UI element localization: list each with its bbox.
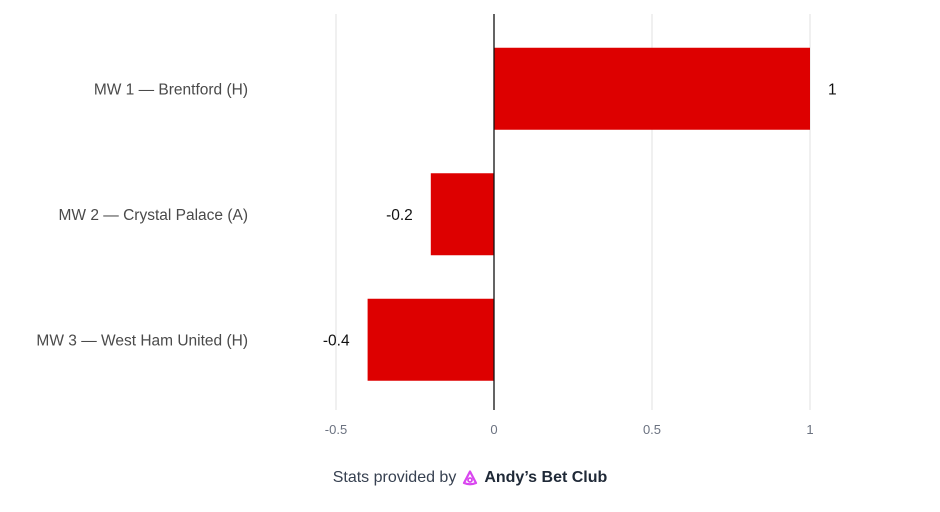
attribution-footer: Stats provided by Andy’s Bet Club [0, 469, 940, 487]
attribution-brand[interactable]: Andy’s Bet Club [484, 469, 608, 486]
x-tick-label: 0 [490, 422, 497, 437]
attribution-prefix: Stats provided by [332, 469, 457, 486]
x-tick-label: -0.5 [325, 422, 347, 437]
value-label: -0.4 [323, 332, 350, 349]
category-label: MW 1 — Brentford (H) [94, 81, 248, 98]
value-label: 1 [828, 81, 837, 98]
labels: -0.5 0 0.5 1 MW 1 — Brentford (H) 1 MW 2 — Cry… [36, 81, 836, 437]
x-tick-label: 0.5 [643, 422, 661, 437]
category-label: MW 3 — West Ham United (H) [36, 332, 248, 349]
bars [367, 47, 810, 381]
value-label: -0.2 [386, 207, 413, 224]
x-tick-label: 1 [806, 422, 813, 437]
bar[interactable] [367, 298, 494, 381]
bar[interactable] [494, 47, 810, 130]
category-label: MW 2 — Crystal Palace (A) [59, 207, 248, 224]
bar[interactable] [430, 173, 494, 256]
andys-bet-club-logo-icon[interactable] [462, 470, 478, 486]
